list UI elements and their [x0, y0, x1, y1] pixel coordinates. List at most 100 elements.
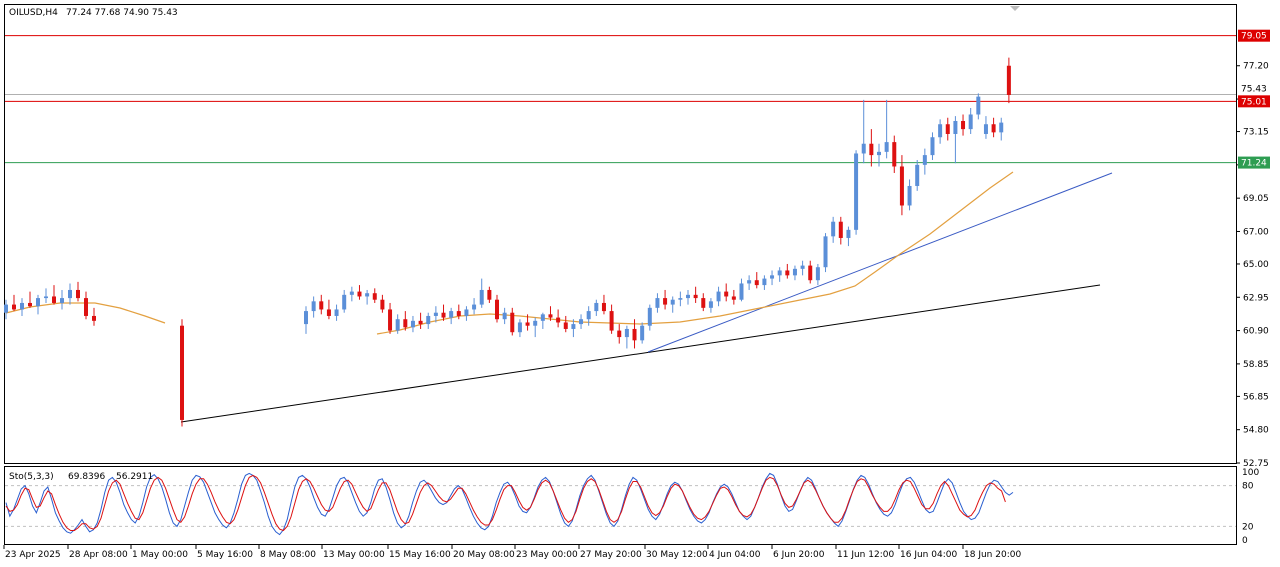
stochastic-main-line — [5, 472, 1014, 536]
time-tick-label: 11 Jun 12:00 — [837, 550, 894, 560]
candle-bear — [510, 312, 515, 333]
candle-bear — [785, 270, 790, 276]
candle-bull — [517, 322, 522, 333]
candle-bear — [495, 299, 499, 320]
chart-shift-marker-icon[interactable] — [1010, 6, 1020, 11]
candle-bull — [686, 294, 690, 299]
trendline-black[interactable] — [180, 284, 1101, 423]
stochastic-signal-line — [5, 474, 1006, 532]
ma-line-right — [376, 171, 1014, 335]
time-axis: 23 Apr 2025 28 Apr 08:00 1 May 00:00 5 May … — [3, 545, 1021, 560]
time-tick-label: 1 May 00:00 — [132, 550, 188, 560]
time-tick-label: 15 May 16:00 — [389, 550, 451, 560]
price-axis: 77.2075.1573.1571.1069.0567.0065.0062.95… — [1236, 62, 1269, 469]
time-tick-label: 20 May 08:00 — [453, 550, 515, 560]
candle-bear — [731, 296, 736, 300]
candle-bull — [716, 291, 721, 302]
candle-bull — [999, 122, 1004, 133]
candle-bull — [708, 301, 713, 308]
candle-bull — [502, 312, 507, 320]
candle-bull — [464, 309, 469, 316]
candle-bear — [418, 320, 423, 325]
trendlines[interactable] — [180, 172, 1113, 423]
time-tick-label: 18 Jun 20:00 — [964, 550, 1021, 560]
stochastic-tick-label: 100 — [1242, 468, 1259, 478]
candle-bear — [632, 328, 637, 341]
level-price-label: 75.01 — [1241, 97, 1267, 107]
candle-bear — [357, 291, 362, 297]
candle-bear — [808, 265, 813, 281]
candle-bull — [410, 320, 415, 328]
candle-bear — [601, 302, 606, 312]
candle-bull — [884, 142, 889, 152]
current-price-label: 75.43 — [1241, 85, 1267, 95]
candle-bear — [52, 296, 56, 303]
price-tick-label: 65.00 — [1243, 260, 1269, 270]
time-tick-label: 27 May 20:00 — [580, 550, 642, 560]
level-price-tag — [1238, 156, 1270, 169]
price-tick-label: 54.80 — [1243, 426, 1269, 436]
candle-bear — [76, 289, 80, 299]
candle-bear — [326, 309, 331, 316]
candle-bull — [624, 328, 629, 338]
stochastic-signal-value: 56.2911 — [116, 472, 153, 482]
candle-bear — [693, 294, 698, 299]
time-tick-label: 23 Apr 2025 — [5, 550, 61, 560]
price-tick-label: 77.20 — [1243, 62, 1269, 72]
horizontal-levels[interactable]: 79.05 75.01 71.24 75.43 — [5, 29, 1270, 169]
candle-bull — [426, 315, 431, 325]
candle-bull — [334, 309, 339, 316]
price-tick-label: 73.15 — [1243, 128, 1269, 138]
candle-bear — [961, 120, 966, 130]
candle-bull — [449, 311, 454, 318]
candle-bull — [854, 153, 859, 230]
trendline-blue[interactable] — [647, 172, 1113, 353]
time-tick-label: 6 Jun 20:00 — [773, 550, 825, 560]
price-tick-label: 69.05 — [1243, 194, 1269, 204]
current-price-tag — [1238, 82, 1270, 94]
candle-bear — [548, 314, 553, 318]
candle-bear — [701, 298, 706, 308]
candle-bull — [479, 289, 484, 305]
candle-bull — [815, 267, 820, 281]
stochastic-panel — [4, 466, 1237, 545]
candle-bull — [579, 319, 584, 325]
candle-bull — [861, 143, 866, 154]
price-tick-label: 60.90 — [1243, 327, 1269, 337]
candle-bear — [754, 280, 759, 286]
stochastic-tick-label: 20 — [1242, 522, 1254, 532]
candles — [4, 57, 1011, 427]
candle-bear — [441, 312, 446, 318]
candle-bear — [487, 289, 492, 300]
level-price-label: 79.05 — [1241, 32, 1267, 42]
candle-bull — [800, 265, 805, 269]
candle-bear — [12, 304, 16, 310]
candle-bear — [945, 124, 950, 134]
candle-bull — [395, 319, 400, 331]
candle-bear — [180, 325, 184, 420]
candle-bull — [365, 293, 370, 297]
candle-bull — [739, 283, 744, 300]
candle-bull — [571, 324, 576, 329]
candle-bear — [617, 330, 622, 338]
candle-bear — [28, 302, 32, 307]
candle-bull — [938, 124, 943, 138]
candle-bull — [433, 312, 438, 316]
symbol-label: OILUSD,H4 — [9, 8, 58, 18]
level-price-label: 71.24 — [1241, 159, 1267, 169]
price-tick-label: 62.95 — [1243, 293, 1269, 303]
candle-bull — [831, 221, 836, 237]
time-tick-label: 28 Apr 08:00 — [69, 550, 128, 560]
candle-bull — [44, 296, 48, 299]
candle-bull — [640, 325, 645, 341]
candle-bear — [403, 319, 408, 328]
candle-bear — [838, 221, 843, 238]
candle-bull — [655, 298, 660, 308]
ohlc-readout: 77.24 77.68 74.90 75.43 — [66, 8, 178, 18]
time-tick-label: 16 Jun 04:00 — [900, 550, 957, 560]
time-tick-label: 4 Jun 04:00 — [709, 550, 761, 560]
candle-bear — [92, 315, 96, 321]
candle-bull — [68, 289, 72, 299]
candle-bear — [319, 301, 324, 310]
